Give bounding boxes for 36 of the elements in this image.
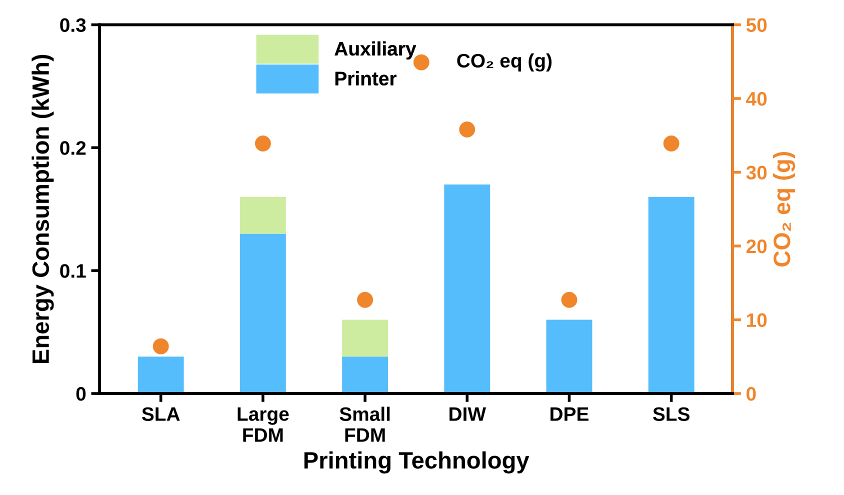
bar: [546, 320, 592, 394]
point: [459, 122, 476, 138]
x-tick-label: SLS: [652, 407, 690, 421]
legend-label: CO₂ eq (g): [457, 53, 552, 72]
bar: [240, 196, 286, 234]
y2-tick-label: 20: [746, 239, 767, 254]
bar: [444, 184, 490, 394]
bar: [240, 234, 286, 394]
y-tick-label: 0.1: [60, 264, 86, 278]
y-tick-label: 0.2: [60, 141, 86, 155]
bar: [342, 320, 388, 357]
x-tick-label: Small FDM: [340, 406, 390, 442]
y2-tick-label: 0: [746, 386, 756, 401]
point: [357, 292, 374, 308]
y2-axis-title: CO₂ eq (g): [772, 152, 796, 267]
legend-label: Printer: [335, 71, 397, 86]
point: [561, 292, 578, 308]
y2-tick-label: 30: [746, 166, 767, 180]
point: [663, 136, 680, 152]
x-tick-label: Large FDM: [238, 407, 289, 442]
y-tick-label: 0.3: [60, 18, 86, 32]
y-axis-title: Energy Consumption (kWh): [32, 54, 54, 363]
y2-tick-label: 40: [746, 92, 767, 106]
bar: [342, 356, 388, 394]
point: [254, 136, 271, 152]
legend-label: Auxiliary: [334, 41, 416, 60]
x-tick-label: SLA: [142, 407, 180, 421]
bar: [138, 356, 184, 394]
y-tick-label: 0: [76, 386, 86, 401]
point: [152, 338, 169, 354]
x-tick-label: DIW: [450, 407, 486, 421]
bar: [648, 196, 694, 394]
x-axis-title: Printing Technology: [304, 451, 530, 474]
x-tick-label: DPE: [550, 407, 588, 421]
y2-tick-label: 50: [746, 18, 767, 32]
y2-tick-label: 10: [747, 313, 767, 328]
